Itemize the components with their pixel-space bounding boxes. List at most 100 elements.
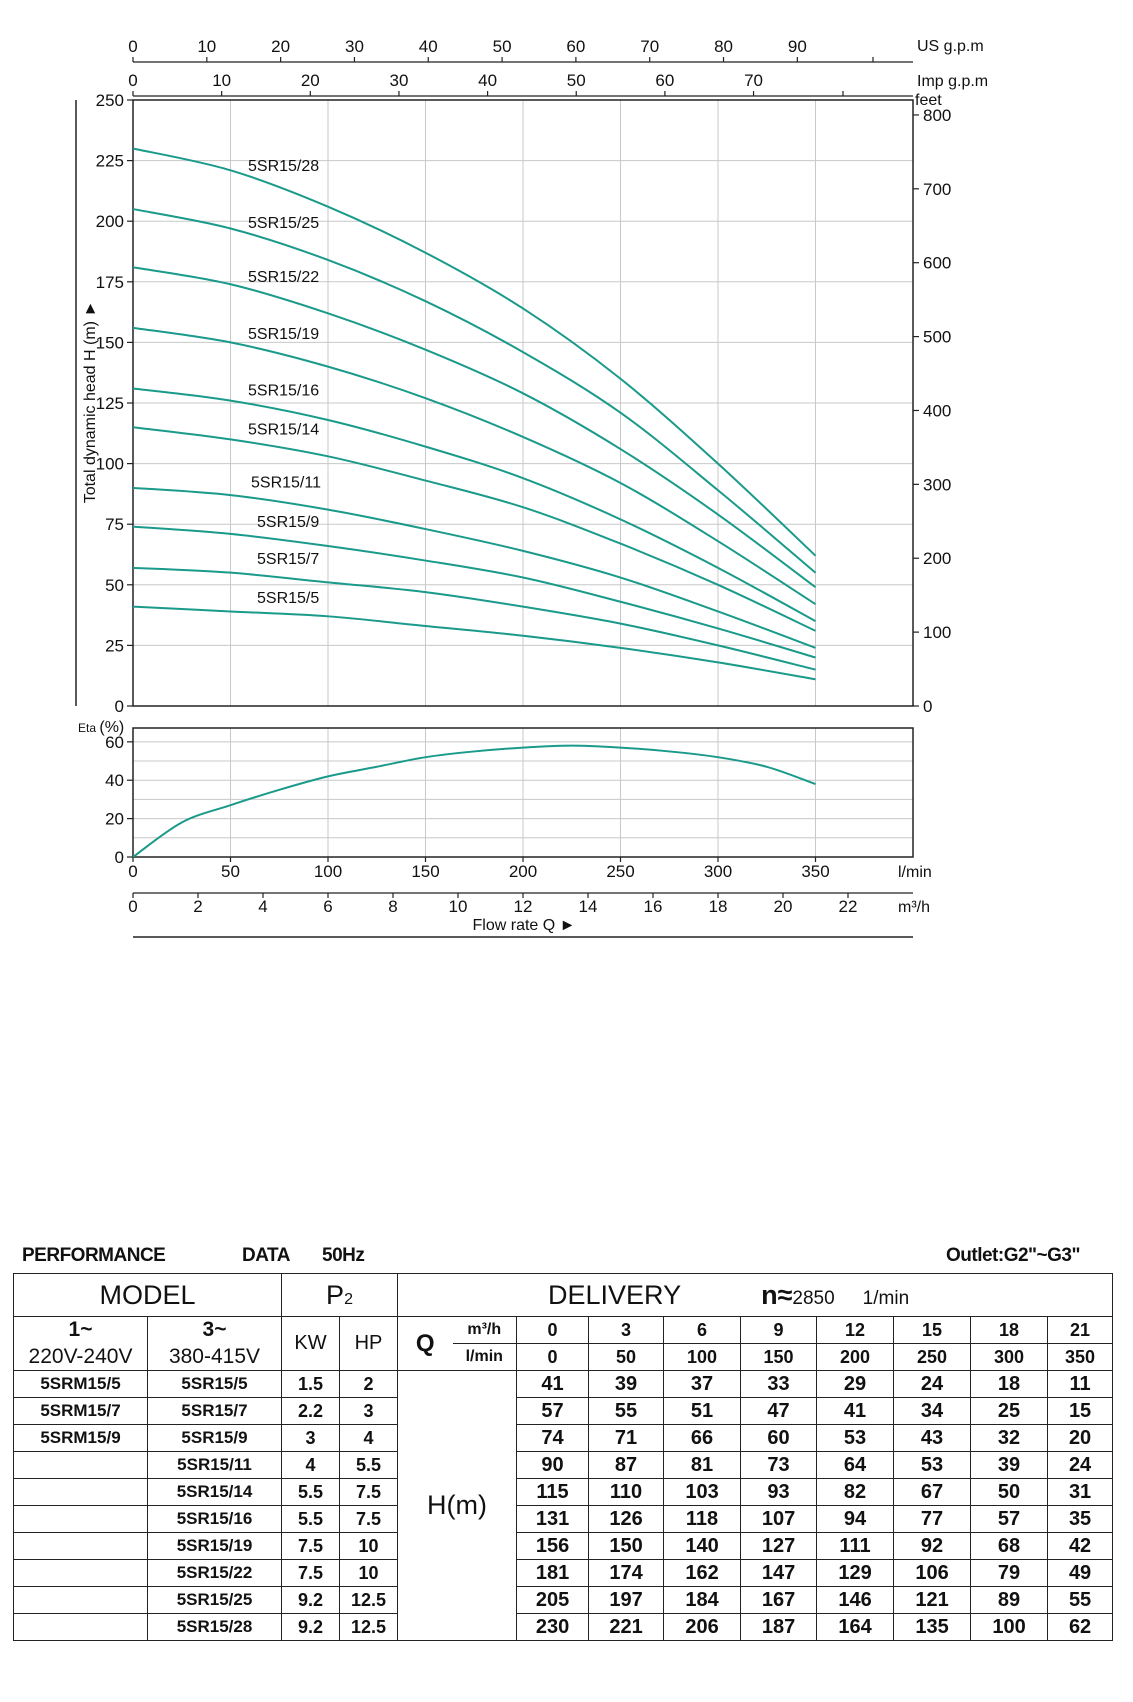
head-cell: 41: [516, 1370, 590, 1398]
y-tick-label: 225: [96, 152, 124, 171]
q-lmin-cell: 150: [740, 1343, 818, 1371]
feet-tick-label: 400: [923, 401, 951, 420]
x-tick-label: 200: [509, 862, 537, 881]
table-row: 5SR15/22 7.5 10 181 174 162 147 129 106 79 49: [13, 1559, 1114, 1587]
hp-cell: 4: [338, 1424, 399, 1452]
table-row: 5SR15/16 5.5 7.5 131 126 118 107 94 77 57 35: [13, 1505, 1114, 1533]
head-cell: 15: [1047, 1397, 1114, 1425]
series-line: [132, 387, 816, 623]
head-cell: 49: [1047, 1559, 1114, 1587]
kw-cell: 9.2: [281, 1613, 340, 1641]
head-cell: 67: [893, 1478, 972, 1506]
p2-subscript: 2: [344, 1290, 353, 1308]
head-cell: 11: [1047, 1370, 1114, 1398]
head-cell: 73: [740, 1451, 818, 1479]
head-cell: 77: [893, 1505, 972, 1533]
hp-cell: 2: [338, 1370, 399, 1398]
head-cell: 20: [1047, 1424, 1114, 1452]
head-cell: 131: [516, 1505, 590, 1533]
us-gpm-tick-label: 60: [566, 37, 585, 56]
head-cell: 118: [663, 1505, 742, 1533]
series-line: [132, 426, 816, 632]
head-cell: 100: [970, 1613, 1049, 1641]
head-cell: 162: [663, 1559, 742, 1587]
imp-gpm-tick-label: 0: [128, 71, 137, 90]
feet-tick-label: 300: [923, 475, 951, 494]
head-cell: 147: [740, 1559, 818, 1587]
head-cell: 41: [816, 1397, 895, 1425]
q-lmin-cell: 0: [516, 1343, 590, 1371]
hp-cell: 7.5: [338, 1505, 399, 1533]
m3h-tick-label: 0: [128, 897, 137, 916]
model-1phase: [13, 1505, 148, 1533]
head-cell: 33: [740, 1370, 818, 1398]
eta-tick-label: 20: [105, 810, 124, 829]
model-1phase: 5SRM15/7: [13, 1397, 148, 1425]
table-row: 5SR15/19 7.5 10 156 150 140 127 111 92 68 42: [13, 1532, 1114, 1560]
head-cell: 115: [516, 1478, 590, 1506]
us-gpm-tick-label: 30: [345, 37, 364, 56]
us-gpm-tick-label: 50: [493, 37, 512, 56]
q-m3h-cell: 3: [588, 1316, 665, 1344]
eta-axis-label: Eta (%): [78, 719, 124, 736]
y-tick-label: 200: [96, 212, 124, 231]
eta-tick-label: 0: [115, 848, 124, 867]
series-label: 5SR15/19: [248, 326, 319, 343]
feet-tick-label: 200: [923, 549, 951, 568]
phase1-label: 1~: [13, 1316, 148, 1344]
kw-cell: 9.2: [281, 1586, 340, 1614]
head-cell: 106: [893, 1559, 972, 1587]
head-cell: 90: [516, 1451, 590, 1479]
feet-tick-label: 100: [923, 623, 951, 642]
kw-cell: 7.5: [281, 1532, 340, 1560]
q-lmin-cell: 250: [893, 1343, 972, 1371]
q-m3h-cell: 21: [1047, 1316, 1114, 1344]
hm-label: H(m): [397, 1370, 518, 1641]
model-3phase: 5SR15/14: [147, 1478, 282, 1506]
head-cell: 53: [893, 1451, 972, 1479]
head-cell: 94: [816, 1505, 895, 1533]
feet-tick-label: 500: [923, 328, 951, 347]
series-line: [132, 147, 817, 557]
kw-header: KW: [281, 1316, 340, 1371]
eta-line: [132, 744, 816, 858]
head-cell: 164: [816, 1613, 895, 1641]
phase1-voltage: 220V-240V: [13, 1343, 148, 1371]
us-gpm-tick-label: 0: [128, 37, 137, 56]
m3h-tick-label: 22: [839, 897, 858, 916]
head-cell: 64: [816, 1451, 895, 1479]
model-3phase: 5SR15/19: [147, 1532, 282, 1560]
series-line: [132, 266, 817, 589]
y-tick-label: 250: [96, 91, 124, 110]
table-row: 5SR15/25 9.2 12.5 205 197 184 167 146 121 89 55: [13, 1586, 1114, 1614]
series-label: 5SR15/14: [248, 422, 319, 439]
head-cell: 82: [816, 1478, 895, 1506]
head-cell: 221: [588, 1613, 665, 1641]
model-3phase: 5SR15/22: [147, 1559, 282, 1587]
hp-cell: 5.5: [338, 1451, 399, 1479]
y-tick-label: 75: [105, 515, 124, 534]
phase3-voltage: 380-415V: [147, 1343, 282, 1371]
kw-cell: 4: [281, 1451, 340, 1479]
us-gpm-tick-label: 80: [714, 37, 733, 56]
head-cell: 140: [663, 1532, 742, 1560]
head-cell: 174: [588, 1559, 665, 1587]
us-gpm-axis-label: US g.p.m: [917, 38, 984, 55]
feet-tick-label: 600: [923, 254, 951, 273]
head-cell: 181: [516, 1559, 590, 1587]
head-cell: 39: [970, 1451, 1049, 1479]
x-tick-label: 350: [801, 862, 829, 881]
head-cell: 51: [663, 1397, 742, 1425]
outlet-label: Outlet:G2"~G3": [945, 1245, 1081, 1266]
head-cell: 34: [893, 1397, 972, 1425]
kw-cell: 5.5: [281, 1505, 340, 1533]
model-1phase: [13, 1451, 148, 1479]
head-cell: 87: [588, 1451, 665, 1479]
q-lmin-cell: 350: [1047, 1343, 1114, 1371]
head-cell: 135: [893, 1613, 972, 1641]
m3h-tick-label: 4: [258, 897, 267, 916]
feet-tick-label: 700: [923, 180, 951, 199]
us-gpm-tick-label: 40: [419, 37, 438, 56]
head-cell: 50: [970, 1478, 1049, 1506]
series-label: 5SR15/16: [248, 383, 319, 400]
